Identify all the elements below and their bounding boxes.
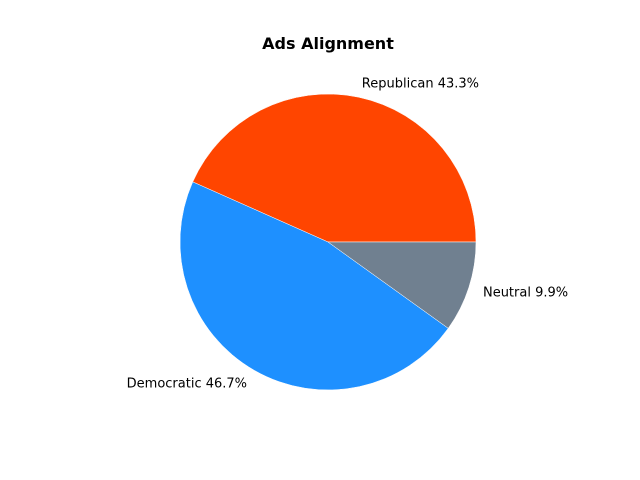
slice-label-neutral: Neutral 9.9% [483, 285, 568, 300]
slice-republican [192, 93, 477, 243]
slice-label-republican: Republican 43.3% [362, 76, 479, 91]
slice-neutral [327, 241, 477, 329]
slice-label-democratic: Democratic 46.7% [127, 377, 247, 392]
pie-slices [179, 93, 477, 391]
chart-title: Ads Alignment [262, 34, 394, 53]
slice-democratic [179, 181, 449, 391]
pie-labels: Republican 43.3% Democratic 46.7% Neutral … [127, 76, 568, 391]
